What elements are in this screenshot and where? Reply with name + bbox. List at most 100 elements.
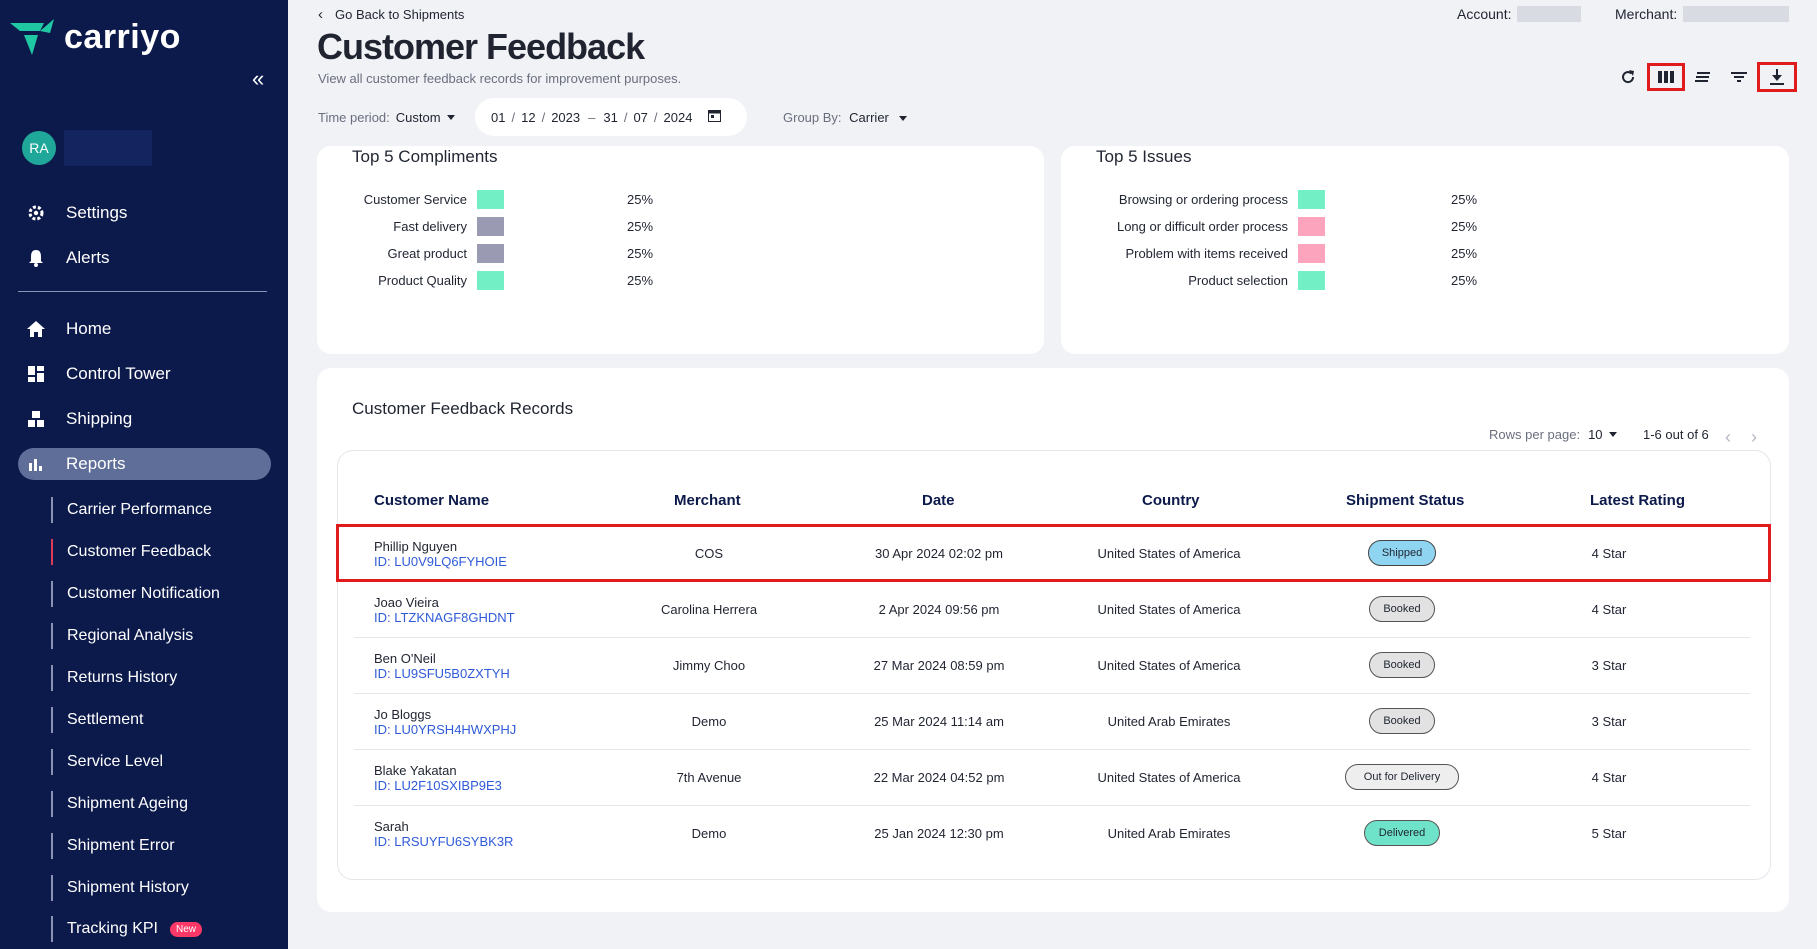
- sidebar: carriyo « RA Settings Alerts Home Contro…: [0, 0, 288, 949]
- back-to-shipments-link[interactable]: ‹ Go Back to Shipments: [318, 6, 464, 23]
- calendar-icon[interactable]: [708, 109, 722, 125]
- issues-row: Product selection: [1048, 271, 1325, 290]
- customer-name: Sarah: [374, 819, 409, 834]
- report-item-service-level[interactable]: Service Level: [51, 749, 163, 775]
- sidebar-item-alerts[interactable]: Alerts: [18, 242, 271, 274]
- customer-cell: Phillip Nguyen ID: LU0V9LQ6FYHOIE: [374, 539, 507, 569]
- page-title: Customer Feedback: [317, 26, 645, 67]
- report-item-label: Settlement: [67, 711, 144, 728]
- column-header-merchant[interactable]: Merchant: [674, 492, 741, 509]
- caret-down-icon: [898, 116, 907, 122]
- sidebar-item-shipping[interactable]: Shipping: [18, 403, 271, 435]
- date-from-day[interactable]: 01: [491, 109, 506, 125]
- bar-label: Fast delivery: [393, 219, 467, 234]
- rating-cell: 5 Star: [1591, 826, 1627, 841]
- carriyo-logo[interactable]: carriyo: [10, 18, 181, 57]
- bar-swatch: [1298, 190, 1325, 209]
- sidebar-item-settings[interactable]: Settings: [18, 197, 271, 229]
- shipment-id-link[interactable]: ID: LU9SFU5B0ZXTYH: [374, 666, 510, 681]
- report-item-shipment-ageing[interactable]: Shipment Ageing: [51, 791, 188, 817]
- rating-cell: 3 Star: [1591, 658, 1627, 673]
- merchant-selector[interactable]: Merchant:: [1615, 6, 1790, 22]
- sidebar-item-label: Control Tower: [66, 364, 171, 383]
- user-profile[interactable]: RA: [22, 130, 152, 166]
- report-item-label: Customer Feedback: [67, 543, 212, 560]
- columns-button[interactable]: [1647, 63, 1685, 91]
- report-item-customer-feedback[interactable]: Customer Feedback: [51, 539, 211, 565]
- bell-icon: [26, 248, 46, 268]
- refresh-icon: [1622, 70, 1635, 84]
- date-to-day[interactable]: 31: [603, 109, 618, 125]
- sidebar-item-control-tower[interactable]: Control Tower: [18, 358, 271, 390]
- table-row[interactable]: Blake Yakatan ID: LU2F10SXIBP9E3 7th Avenu…: [354, 750, 1750, 806]
- download-button[interactable]: [1757, 62, 1797, 92]
- report-item-returns-history[interactable]: Returns History: [51, 665, 177, 691]
- report-item-settlement[interactable]: Settlement: [51, 707, 143, 733]
- account-value-redacted: [1517, 6, 1582, 22]
- customer-cell: Jo Bloggs ID: LU0YRSH4HWXPHJ: [374, 707, 516, 737]
- issues-row: Browsing or ordering process: [1048, 190, 1325, 209]
- shipment-id-link[interactable]: ID: LRSUYFU6SYBK3R: [374, 834, 514, 849]
- merchant-cell: Carolina Herrera: [660, 602, 758, 617]
- shipment-id-link[interactable]: ID: LU0YRSH4HWXPHJ: [374, 722, 517, 737]
- next-page-icon[interactable]: ›: [1751, 427, 1757, 447]
- rating-cell: 4 Star: [1591, 770, 1627, 785]
- table-row[interactable]: Sarah ID: LRSUYFU6SYBK3R Demo 25 Jan 2024 1…: [354, 806, 1750, 862]
- column-header-date[interactable]: Date: [922, 492, 955, 509]
- group-by-selector[interactable]: Group By: Carrier: [783, 110, 907, 125]
- sidebar-item-home[interactable]: Home: [18, 313, 271, 345]
- column-header-customer-name[interactable]: Customer Name: [374, 492, 490, 509]
- report-item-shipment-error[interactable]: Shipment Error: [51, 833, 175, 859]
- prev-page-icon[interactable]: ‹: [1725, 427, 1731, 447]
- chevron-left-icon: ‹: [318, 6, 323, 23]
- customer-cell: Joao Vieira ID: LTZKNAGF8GHDNT: [374, 595, 515, 625]
- refresh-button[interactable]: [1613, 63, 1643, 91]
- report-item-regional-analysis[interactable]: Regional Analysis: [51, 623, 193, 649]
- issues-row: Long or difficult order process: [1048, 217, 1325, 236]
- bar-label: Browsing or ordering process: [1118, 192, 1288, 207]
- density-button[interactable]: [1688, 63, 1718, 91]
- account-selector[interactable]: Account:: [1457, 6, 1582, 22]
- collapse-sidebar-icon[interactable]: «: [252, 66, 265, 91]
- table-row[interactable]: Joao Vieira ID: LTZKNAGF8GHDNT Carolina He…: [354, 582, 1750, 638]
- filter-button[interactable]: [1724, 63, 1754, 91]
- shipment-id-link[interactable]: ID: LTZKNAGF8GHDNT: [374, 610, 515, 625]
- shipment-id-link[interactable]: ID: LU2F10SXIBP9E3: [374, 778, 502, 793]
- table-row[interactable]: Ben O'Neil ID: LU9SFU5B0ZXTYH Jimmy Choo 27…: [354, 638, 1750, 694]
- date-cell: 25 Mar 2024 11:14 am: [874, 714, 1004, 729]
- caret-down-icon: [1608, 432, 1617, 437]
- sidebar-item-reports[interactable]: Reports: [18, 448, 271, 480]
- status-badge: Shipped: [1368, 540, 1436, 566]
- customer-name: Phillip Nguyen: [374, 539, 458, 554]
- date-range-picker[interactable]: 01/ 12/ 2023 – 31/ 07/ 2024: [475, 98, 747, 136]
- compliments-row: Customer Service: [227, 190, 504, 209]
- home-icon: [26, 319, 46, 339]
- date-from-year[interactable]: 2023: [551, 109, 581, 125]
- time-period-selector[interactable]: Time period: Custom: [318, 110, 455, 125]
- date-cell: 22 Mar 2024 04:52 pm: [873, 770, 1005, 785]
- time-period-label: Time period:: [318, 110, 390, 125]
- column-header-country[interactable]: Country: [1142, 492, 1200, 509]
- rows-per-page-control[interactable]: Rows per page: 10: [1489, 427, 1617, 442]
- bar-swatch: [1298, 244, 1325, 263]
- report-item-label: Regional Analysis: [67, 627, 194, 644]
- report-item-carrier-performance[interactable]: Carrier Performance: [51, 497, 212, 523]
- caret-down-icon: [446, 115, 455, 120]
- report-item-label: Service Level: [67, 753, 164, 770]
- bar-percentage: 25%: [1451, 246, 1478, 261]
- shipment-id-link[interactable]: ID: LU0V9LQ6FYHOIE: [374, 554, 507, 569]
- column-header-latest-rating[interactable]: Latest Rating: [1590, 492, 1686, 509]
- shipping-icon: [26, 409, 46, 429]
- date-from-month[interactable]: 12: [521, 109, 536, 125]
- column-header-shipment-status[interactable]: Shipment Status: [1346, 492, 1465, 509]
- report-item-label: Shipment Ageing: [67, 795, 188, 812]
- bar-swatch: [477, 271, 504, 290]
- date-to-month[interactable]: 07: [633, 109, 648, 125]
- report-item-shipment-history[interactable]: Shipment History: [51, 875, 189, 901]
- status-badge: Booked: [1369, 652, 1435, 678]
- date-cell: 25 Jan 2024 12:30 pm: [874, 826, 1004, 841]
- report-item-tracking-kpi[interactable]: Tracking KPI New: [51, 916, 203, 942]
- report-item-customer-notification[interactable]: Customer Notification: [51, 581, 220, 607]
- table-row[interactable]: Jo Bloggs ID: LU0YRSH4HWXPHJ Demo 25 Mar 20…: [354, 694, 1750, 750]
- date-to-year[interactable]: 2024: [663, 109, 693, 125]
